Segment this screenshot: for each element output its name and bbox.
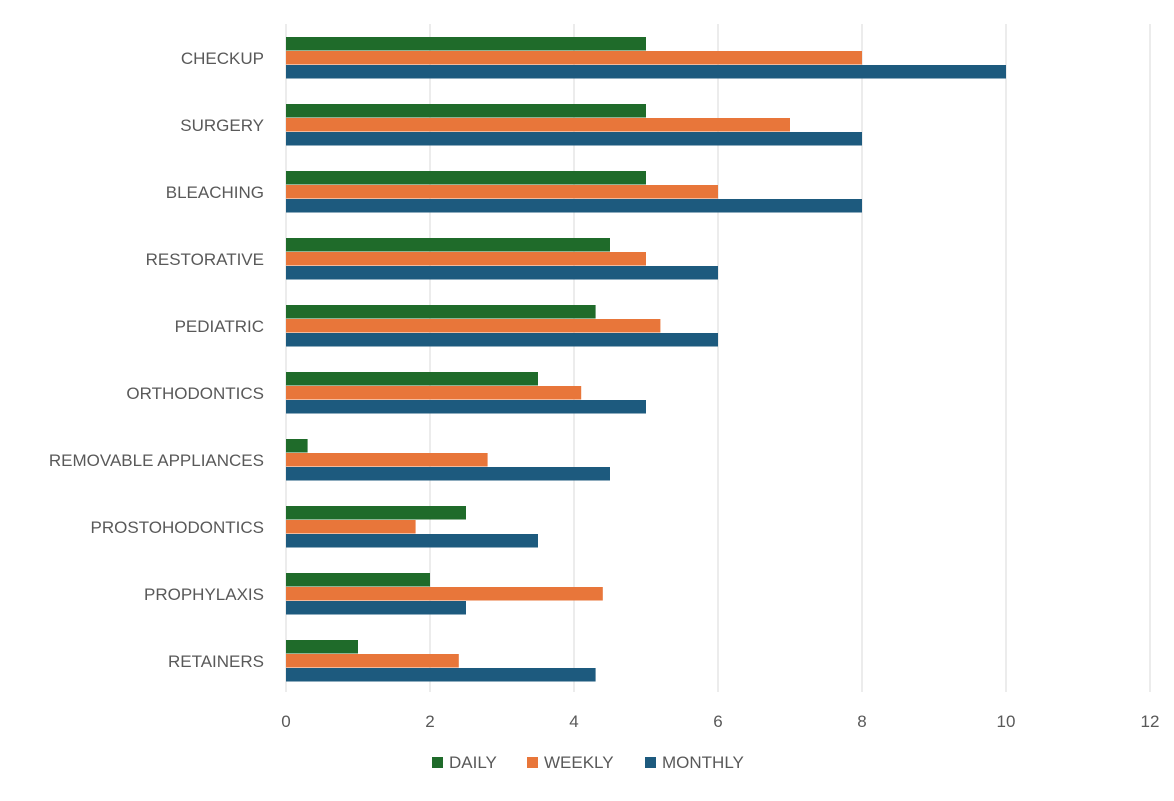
bar-prostohodontics-monthly — [286, 534, 538, 548]
bars — [286, 37, 1006, 682]
category-label-checkup: CHECKUP — [181, 49, 264, 68]
category-labels: CHECKUP SURGERY BLEACHING RESTORATIVE PEDIAT… — [49, 49, 264, 671]
bar-checkup-monthly — [286, 65, 1006, 79]
bar-surgery-weekly — [286, 118, 790, 132]
x-axis-tick-labels: 0 2 4 6 8 10 12 — [281, 712, 1159, 731]
bar-orthodontics-weekly — [286, 386, 582, 400]
legend: DAILY WEEKLY MONTHLY — [432, 753, 744, 772]
x-tick-label: 2 — [425, 712, 434, 731]
bar-prophylaxis-daily — [286, 573, 430, 587]
bar-restorative-daily — [286, 238, 610, 252]
bar-prostohodontics-daily — [286, 506, 466, 520]
category-label-pediatric: PEDIATRIC — [175, 317, 264, 336]
bar-surgery-monthly — [286, 132, 862, 146]
bar-checkup-daily — [286, 37, 646, 51]
bar-restorative-monthly — [286, 266, 718, 280]
x-tick-label: 8 — [857, 712, 866, 731]
category-label-prophylaxis: PROPHYLAXIS — [144, 585, 264, 604]
bar-restorative-weekly — [286, 252, 646, 266]
category-label-retainers: RETAINERS — [168, 652, 264, 671]
legend-label-monthly: MONTHLY — [662, 753, 744, 772]
bar-orthodontics-daily — [286, 372, 538, 386]
bar-prophylaxis-weekly — [286, 587, 603, 601]
legend-label-daily: DAILY — [449, 753, 497, 772]
bar-retainers-weekly — [286, 654, 459, 668]
category-label-orthodontics: ORTHODONTICS — [126, 384, 264, 403]
bar-removable-appliances-weekly — [286, 453, 488, 467]
bar-pediatric-weekly — [286, 319, 661, 333]
bar-surgery-daily — [286, 104, 646, 118]
legend-swatch-weekly — [527, 757, 538, 768]
legend-swatch-daily — [432, 757, 443, 768]
bar-bleaching-daily — [286, 171, 646, 185]
category-label-removable-appliances: REMOVABLE APPLIANCES — [49, 451, 264, 470]
x-tick-label: 0 — [281, 712, 290, 731]
x-tick-label: 6 — [713, 712, 722, 731]
bar-pediatric-monthly — [286, 333, 718, 347]
bar-retainers-monthly — [286, 668, 596, 682]
bar-checkup-weekly — [286, 51, 862, 65]
bar-removable-appliances-daily — [286, 439, 308, 453]
category-label-prostohodontics: PROSTOHODONTICS — [91, 518, 264, 537]
bar-prostohodontics-weekly — [286, 520, 416, 534]
bar-removable-appliances-monthly — [286, 467, 610, 481]
category-label-surgery: SURGERY — [180, 116, 264, 135]
bar-pediatric-daily — [286, 305, 596, 319]
legend-label-weekly: WEEKLY — [544, 753, 614, 772]
bar-bleaching-monthly — [286, 199, 862, 213]
bar-bleaching-weekly — [286, 185, 718, 199]
bar-retainers-daily — [286, 640, 358, 654]
category-label-bleaching: BLEACHING — [166, 183, 264, 202]
bar-orthodontics-monthly — [286, 400, 646, 414]
x-tick-label: 4 — [569, 712, 578, 731]
x-tick-label: 12 — [1141, 712, 1160, 731]
category-label-restorative: RESTORATIVE — [146, 250, 264, 269]
legend-swatch-monthly — [645, 757, 656, 768]
x-tick-label: 10 — [997, 712, 1016, 731]
bar-prophylaxis-monthly — [286, 601, 466, 615]
